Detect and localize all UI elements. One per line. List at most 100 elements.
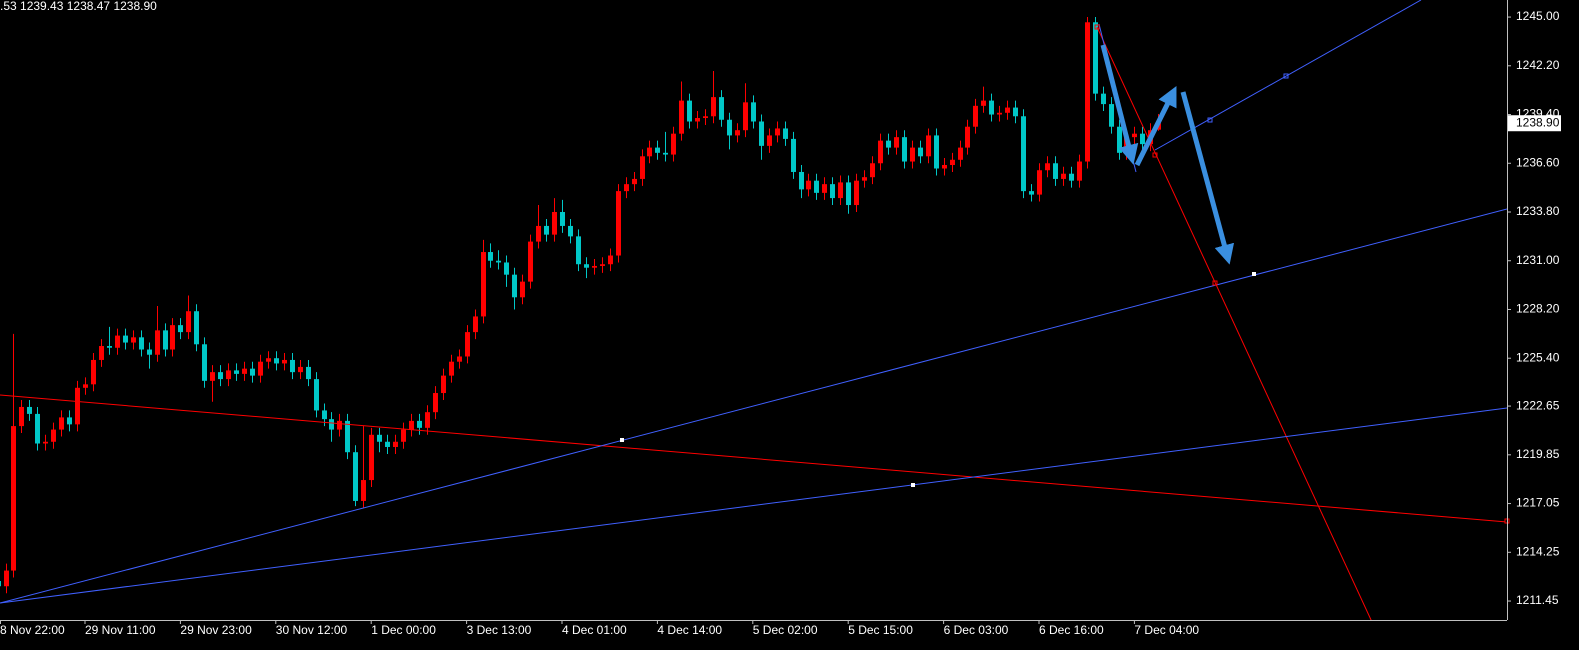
arrow <box>1180 91 1235 265</box>
candle-body <box>393 441 398 447</box>
candle-body <box>43 441 48 444</box>
candle-body <box>337 420 342 430</box>
candle-body <box>155 330 160 355</box>
candle-body <box>433 393 438 413</box>
candle-body <box>123 335 128 343</box>
candle-body <box>59 417 64 430</box>
x-tick-label: 5 Dec 15:00 <box>848 623 913 637</box>
candle-body <box>703 116 708 119</box>
candle-body <box>329 419 334 430</box>
candle-body <box>409 420 414 430</box>
candle-body <box>878 140 883 164</box>
y-tick-label: 1225.40 <box>1516 350 1560 364</box>
y-tick-label: 1214.25 <box>1516 544 1560 558</box>
candle-body <box>496 260 501 263</box>
candle-body <box>139 337 144 350</box>
anchor-point <box>911 483 915 487</box>
candle-body <box>234 370 239 374</box>
candle-body <box>926 135 931 157</box>
candle-body <box>250 368 255 376</box>
drawings <box>0 0 1507 620</box>
candle-body <box>934 135 939 169</box>
x-tick-label: 3 Dec 13:00 <box>467 623 532 637</box>
candle-body <box>1117 126 1122 153</box>
candle-body <box>1069 173 1074 181</box>
current-price-label: 1238.90 <box>1516 115 1560 129</box>
candle-body <box>584 264 589 268</box>
y-tick-label: 1231.00 <box>1516 253 1560 267</box>
y-tick-label: 1233.80 <box>1516 204 1560 218</box>
axes: 1211.45 1214.25 1217.05 1219.85 1222.65 1225.… <box>0 9 1561 637</box>
candle-body <box>0 581 1 587</box>
candle-body <box>846 182 851 206</box>
candle-body <box>679 100 684 134</box>
anchor-point <box>1212 280 1218 286</box>
candle-body <box>1021 116 1026 192</box>
candle-body <box>282 359 287 364</box>
candle-body <box>306 366 311 380</box>
x-tick-label: 6 Dec 03:00 <box>944 623 1009 637</box>
candle-body <box>425 412 430 428</box>
candle-body <box>449 361 454 376</box>
candle-body <box>1109 104 1114 127</box>
candle-body <box>178 325 183 333</box>
x-tick-label: 4 Dec 01:00 <box>562 623 627 637</box>
candle-body <box>1013 107 1018 117</box>
candle-body <box>544 225 549 235</box>
y-tick-label: 1245.00 <box>1516 9 1560 23</box>
candle-body <box>1061 173 1066 179</box>
candle-body <box>210 372 215 381</box>
y-tick-label: 1222.65 <box>1516 398 1560 412</box>
candle-body <box>759 121 764 146</box>
candles <box>0 17 1161 594</box>
candle-body <box>186 311 191 333</box>
candle-body <box>226 370 231 380</box>
candle-body <box>751 102 756 122</box>
candle-body <box>11 426 16 571</box>
candle-body <box>958 147 963 160</box>
trend-line <box>0 394 1507 523</box>
current-price-box <box>1508 115 1561 132</box>
candle-body <box>67 417 72 425</box>
y-tick-label: 1236.60 <box>1516 155 1560 169</box>
candle-body <box>902 137 907 162</box>
candle-body <box>1029 191 1034 195</box>
candle-body <box>218 372 223 380</box>
candle-body <box>83 384 88 388</box>
candle-body <box>1101 93 1106 105</box>
candle-body <box>512 274 517 298</box>
candle-body <box>814 180 819 193</box>
candle-body <box>163 330 168 350</box>
trend-line <box>0 407 1507 604</box>
candle-body <box>99 346 104 360</box>
candle-body <box>314 379 319 411</box>
x-tick-label: 1 Dec 00:00 <box>371 623 436 637</box>
candle-body <box>131 337 136 343</box>
candle-body <box>19 406 24 427</box>
candle-body <box>806 180 811 190</box>
candle-body <box>775 128 780 136</box>
candle-body <box>266 358 271 362</box>
trend-line <box>1096 26 1372 620</box>
candle-body <box>473 316 478 333</box>
y-tick-label: 1211.45 <box>1516 593 1559 607</box>
candle-body <box>242 368 247 374</box>
candle-body <box>107 346 112 348</box>
x-tick-label: 29 Nov 23:00 <box>180 623 252 637</box>
candle-body <box>568 225 573 237</box>
arrow <box>1134 86 1177 167</box>
x-tick-label: 5 Dec 02:00 <box>753 623 818 637</box>
x-tick-label: 4 Dec 14:00 <box>657 623 722 637</box>
candle-body <box>75 387 80 425</box>
candle-body <box>274 358 279 364</box>
candle-body <box>147 349 152 355</box>
ohlc-label: .53 1239.43 1238.47 1238.90 <box>0 0 157 13</box>
x-tick-label: 7 Dec 04:00 <box>1134 623 1199 637</box>
candle-body <box>910 147 915 162</box>
candle-body <box>4 570 9 587</box>
candle-body <box>35 413 40 444</box>
candle-body <box>735 130 740 136</box>
candle-body <box>552 212 557 235</box>
x-tick-label: 6 Dec 16:00 <box>1039 623 1104 637</box>
x-tick-label: 8 Nov 22:00 <box>0 623 65 637</box>
